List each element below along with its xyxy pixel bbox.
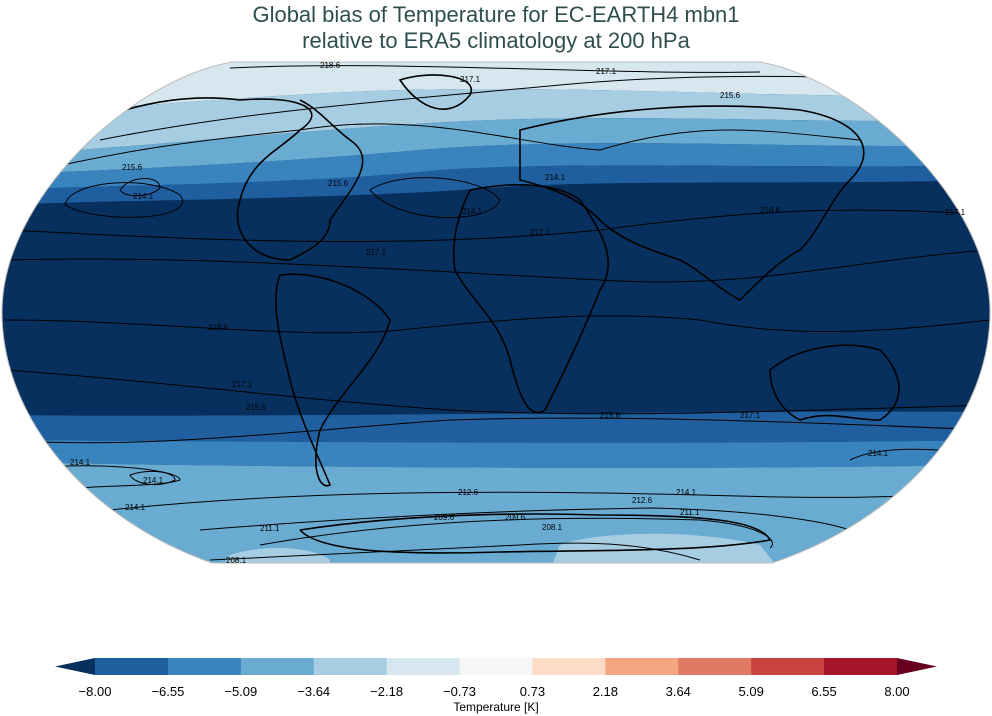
colorbar-tick-label: 3.64	[665, 684, 691, 699]
contour-label: 211.1	[260, 524, 280, 533]
contour-label: 217.1	[366, 248, 387, 257]
contour-label: 214.1	[70, 458, 91, 467]
contour-label: 214.1	[125, 503, 146, 512]
colorbar-tick-label: −5.09	[224, 684, 258, 699]
contour-label: 217.1	[740, 411, 761, 420]
contour-label: 215.6	[600, 411, 621, 420]
colorbar-over-arrow	[897, 658, 937, 675]
colorbar-tick-label: 6.55	[811, 684, 837, 699]
title-line-1: Global bias of Temperature for EC-EARTH4…	[252, 2, 740, 27]
colorbar-under-arrow	[55, 658, 95, 675]
contour-label: 218.6	[760, 206, 781, 215]
contour-label: 217.1	[460, 75, 481, 84]
colorbar-swatch	[167, 658, 242, 675]
contour-label: 214.1	[133, 192, 154, 201]
colorbar-tick-label: −6.55	[151, 684, 185, 699]
contour-label: 215.6	[328, 179, 349, 188]
colorbar-tick-label: 5.09	[738, 684, 764, 699]
contour-label: 215.6	[122, 163, 143, 172]
contour-label: 218.6	[208, 323, 229, 332]
contour-label: 217.1	[945, 208, 966, 217]
colorbar-tick-label: −2.18	[370, 684, 404, 699]
contour-label: 215.6	[246, 403, 267, 412]
contour-label: 214.1	[868, 449, 889, 458]
colorbar-swatch	[751, 658, 825, 675]
contour-label: 209.6	[434, 513, 455, 522]
title-line-2: relative to ERA5 climatology at 200 hPa	[302, 28, 690, 53]
contour-label: 214.1	[676, 488, 697, 497]
contour-label: 217.1	[530, 228, 551, 237]
contour-label: 212.6	[632, 496, 653, 505]
contour-label: 215.6	[720, 91, 741, 100]
colorbar-label: Temperature [K]	[453, 700, 539, 714]
contour-label: 208.1	[226, 556, 247, 565]
contour-label: 208.1	[542, 523, 563, 532]
contour-label: 217.1	[596, 67, 617, 76]
colorbar-swatch	[240, 658, 315, 675]
colorbar-tick-label: −3.64	[297, 684, 331, 699]
contour-label: 209.6	[505, 513, 526, 522]
filled-bias-bands	[2, 62, 990, 563]
colorbar-swatch	[532, 658, 606, 675]
colorbar-swatch	[824, 658, 898, 675]
colorbar-tick-label: −8.00	[78, 684, 112, 699]
contour-label: 214.1	[143, 476, 164, 485]
colorbar-swatch	[605, 658, 679, 675]
colorbar-tick-label: 0.73	[519, 684, 546, 699]
colorbar-swatch	[678, 658, 752, 675]
colorbar-swatch	[386, 658, 461, 675]
coastlines	[124, 74, 900, 554]
colorbar-swatch	[459, 658, 533, 675]
colorbar-swatch	[313, 658, 388, 675]
colorbar-tick-label: −0.73	[443, 684, 476, 699]
contour-label: 218.6	[320, 61, 341, 70]
colorbar-tick-label: 2.18	[592, 684, 619, 699]
map-boundary	[1, 61, 991, 564]
colorbar	[55, 658, 937, 675]
contour-label: 214.1	[545, 173, 566, 182]
contour-labels: 218.6 217.1 217.1 215.6 215.6 215.6 214.…	[70, 61, 966, 565]
contour-label: 211.1	[680, 508, 700, 517]
colorbar-swatch	[95, 658, 169, 675]
colorbar-tick-label: 8.00	[884, 684, 910, 699]
contour-label: 217.1	[232, 380, 253, 389]
contour-label: 214.1	[462, 207, 483, 216]
contour-label: 212.6	[458, 488, 479, 497]
